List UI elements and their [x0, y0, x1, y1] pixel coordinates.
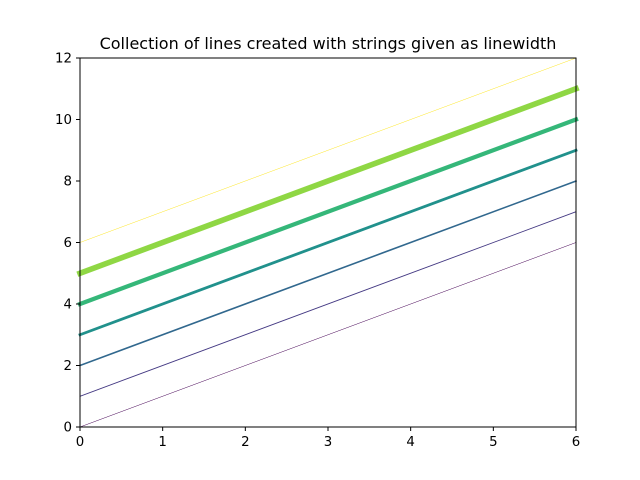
- y-tick-label: 2: [64, 359, 72, 374]
- chart-title: Collection of lines created with strings…: [100, 34, 557, 53]
- y-tick-label: 12: [55, 52, 72, 67]
- x-tick-label: 0: [76, 435, 84, 450]
- series-line-4: [78, 148, 578, 337]
- series-line-3: [78, 179, 578, 367]
- series-layer: [76, 57, 580, 428]
- y-tick-label: 8: [64, 175, 72, 190]
- y-tick-label: 6: [64, 236, 72, 251]
- x-tick-label: 6: [572, 435, 580, 450]
- series-line-1: [79, 242, 577, 428]
- series-line-2: [79, 211, 577, 397]
- y-tick-label: 10: [55, 113, 72, 128]
- series-line-6: [76, 85, 580, 277]
- series-line-5: [77, 116, 579, 307]
- series-line-7: [79, 57, 577, 243]
- x-tick-label: 4: [406, 435, 414, 450]
- x-tick-label: 1: [158, 435, 166, 450]
- x-tick-label: 2: [241, 435, 249, 450]
- y-tick-label: 0: [64, 421, 72, 436]
- y-tick-label: 4: [64, 298, 72, 313]
- x-tick-label: 3: [324, 435, 332, 450]
- x-tick-label: 5: [489, 435, 497, 450]
